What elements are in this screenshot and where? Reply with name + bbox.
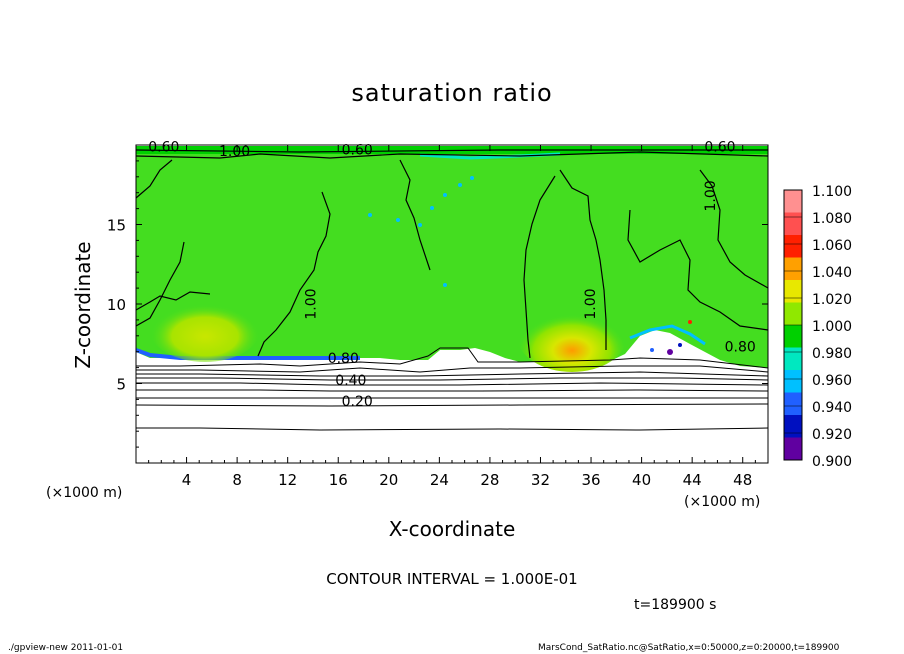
footer-left: ./gpview-new 2011-01-01 xyxy=(8,643,123,653)
contour-label: 0.20 xyxy=(342,394,373,410)
x-tick-label: 28 xyxy=(480,471,499,489)
colorbar-swatch xyxy=(784,280,802,303)
y-tick-label: 5 xyxy=(116,376,126,394)
contour-label: 0.80 xyxy=(328,351,359,367)
colorbar-label: 0.980 xyxy=(812,346,852,362)
y-axis-label: Z-coordinate xyxy=(71,241,95,368)
contour-label: 0.60 xyxy=(704,139,735,155)
colorbar-swatch xyxy=(784,347,802,371)
colorbar-swatch xyxy=(784,392,802,416)
contour-lines-lower xyxy=(135,347,769,431)
contour-label: 0.40 xyxy=(335,373,366,389)
time-label: t=189900 s xyxy=(634,597,716,613)
contour-label: 0.60 xyxy=(342,143,373,159)
colorbar: 1.100 1.080 1.060 1.040 1.020 1.000 0.980 0.960… xyxy=(783,184,852,470)
warm-patch-left xyxy=(150,298,260,362)
chart-title: saturation ratio xyxy=(351,79,552,107)
x-unit-right: (×1000 m) xyxy=(684,494,760,510)
warm-patch-right xyxy=(517,300,627,372)
contour-label: 1.00 xyxy=(303,288,319,319)
contour-label: 0.60 xyxy=(148,139,179,155)
x-unit-left: (×1000 m) xyxy=(46,485,122,501)
contour-label: 0.80 xyxy=(725,340,756,356)
colorbar-swatch xyxy=(784,257,802,281)
colorbar-label: 1.000 xyxy=(812,319,852,335)
colorbar-label: 1.040 xyxy=(812,265,852,281)
contour-interval-label: CONTOUR INTERVAL = 1.000E-01 xyxy=(326,570,577,588)
colorbar-swatch xyxy=(784,370,802,393)
x-tick-label: 24 xyxy=(430,471,449,489)
contour-label: 1.00 xyxy=(583,288,599,319)
x-tick-label: 48 xyxy=(733,471,752,489)
contour-label: 1.00 xyxy=(219,144,250,160)
x-tick-label: 12 xyxy=(278,471,297,489)
colorbar-label: 0.920 xyxy=(812,427,852,443)
colorbar-swatch xyxy=(784,212,802,236)
y-axis-ticks: 5 10 15 xyxy=(107,160,768,448)
colorbar-label: 0.940 xyxy=(812,400,852,416)
contour-labels: 0.60 1.00 0.60 0.60 1.00 1.00 1.00 0.80 0.40 0.20… xyxy=(148,139,756,409)
y-tick-label: 15 xyxy=(107,217,126,235)
x-tick-label: 16 xyxy=(329,471,348,489)
x-tick-label: 36 xyxy=(581,471,600,489)
colorbar-label: 1.020 xyxy=(812,292,852,308)
plot-area: 0.60 1.00 0.60 0.60 1.00 1.00 1.00 0.80 0.40 0.20… xyxy=(107,139,769,489)
x-tick-label: 40 xyxy=(632,471,651,489)
contour-lines-saturation xyxy=(135,149,769,359)
low-saturation-fringe-right xyxy=(629,324,706,346)
colorbar-label: 1.080 xyxy=(812,211,852,227)
colorbar-label: 1.100 xyxy=(812,184,852,200)
sub-saturated-specks xyxy=(368,176,692,355)
x-tick-label: 32 xyxy=(531,471,550,489)
colorbar-swatch xyxy=(784,437,802,461)
colorbar-label: 0.960 xyxy=(812,373,852,389)
colorbar-label: 0.900 xyxy=(812,454,852,470)
x-tick-label: 4 xyxy=(182,471,192,489)
colorbar-swatch xyxy=(784,235,802,258)
footer-right: MarsCond_SatRatio.nc@SatRatio,x=0:50000,… xyxy=(538,643,840,653)
x-axis-ticks: 4 8 12 16 20 24 28 32 36 40 44 48 xyxy=(148,145,756,489)
x-tick-label: 8 xyxy=(232,471,242,489)
x-tick-label: 20 xyxy=(379,471,398,489)
colorbar-swatch xyxy=(784,190,802,213)
colorbar-swatch xyxy=(784,325,802,348)
colorbar-swatch xyxy=(784,415,802,438)
x-axis-label: X-coordinate xyxy=(389,517,516,541)
colorbar-swatch xyxy=(784,302,802,326)
colorbar-label: 1.060 xyxy=(812,238,852,254)
contour-label: 1.00 xyxy=(703,180,719,211)
x-tick-label: 44 xyxy=(683,471,702,489)
y-tick-label: 10 xyxy=(107,296,126,314)
